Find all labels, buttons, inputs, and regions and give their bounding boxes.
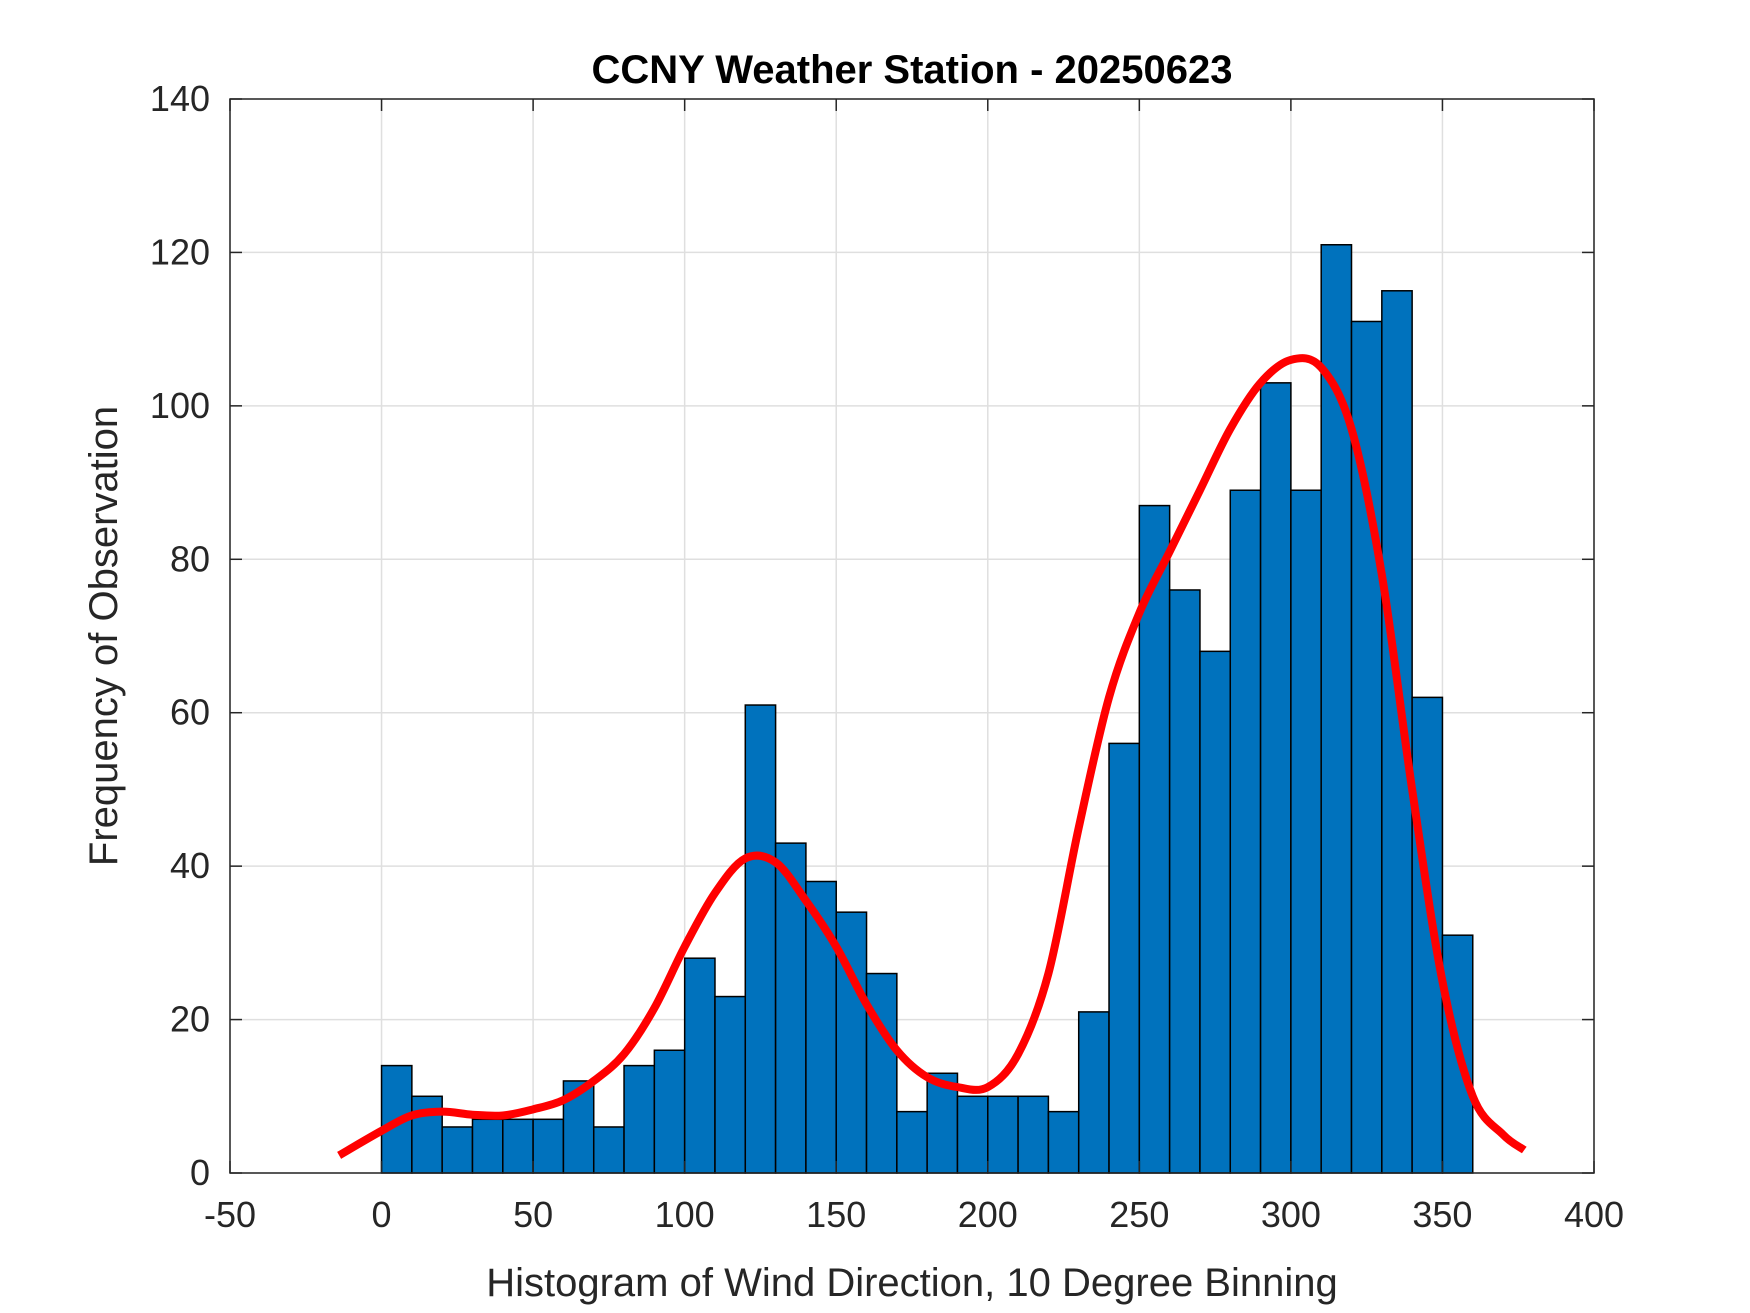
histogram-bar bbox=[1077, 1011, 1110, 1174]
y-tick-label: 120 bbox=[150, 231, 210, 272]
y-axis-label: Frequency of Observation bbox=[82, 406, 126, 866]
histogram-bar bbox=[471, 1118, 504, 1174]
y-tick-label: 140 bbox=[150, 78, 210, 119]
x-tick-label: 200 bbox=[958, 1194, 1018, 1235]
histogram-bar bbox=[441, 1126, 474, 1174]
histogram-bar bbox=[683, 957, 716, 1174]
histogram-bar bbox=[592, 1126, 625, 1174]
histogram-bar bbox=[1108, 742, 1141, 1174]
y-axis-ticks: 0 20 40 60 80 100 120 140 bbox=[150, 78, 210, 1193]
x-tick-label: -50 bbox=[204, 1194, 256, 1235]
plot-area-border bbox=[229, 98, 1595, 1174]
histogram-bar bbox=[623, 1064, 656, 1174]
histogram-bar bbox=[1168, 589, 1201, 1174]
axis-tick-marks bbox=[229, 98, 1595, 1174]
histogram-bar bbox=[956, 1095, 989, 1174]
bar-series bbox=[380, 244, 1474, 1174]
histogram-bar bbox=[987, 1095, 1019, 1174]
histogram-bar bbox=[1290, 489, 1322, 1174]
histogram-bar bbox=[653, 1049, 686, 1174]
y-tick-label: 20 bbox=[170, 999, 210, 1040]
x-tick-label: 300 bbox=[1261, 1194, 1321, 1235]
x-axis-label: Histogram of Wind Direction, 10 Degree B… bbox=[486, 1261, 1338, 1305]
x-tick-label: 250 bbox=[1109, 1194, 1169, 1235]
histogram-bar bbox=[532, 1118, 565, 1174]
histogram-bar bbox=[1138, 504, 1171, 1174]
histogram-bar bbox=[1229, 489, 1262, 1174]
x-tick-label: 150 bbox=[806, 1194, 866, 1235]
y-tick-label: 40 bbox=[170, 845, 210, 886]
x-axis-ticks: -50 0 50 100 150 200 250 300 350 400 bbox=[204, 1194, 1624, 1235]
histogram-bar bbox=[744, 704, 777, 1174]
density-fit-line bbox=[337, 354, 1527, 1159]
x-tick-label: 50 bbox=[513, 1194, 553, 1235]
x-tick-label: 350 bbox=[1412, 1194, 1472, 1235]
histogram-bar bbox=[1047, 1110, 1080, 1174]
y-tick-label: 80 bbox=[170, 538, 210, 579]
histogram-bar bbox=[1259, 382, 1292, 1174]
x-tick-label: 0 bbox=[372, 1194, 392, 1235]
histogram-bar bbox=[502, 1118, 534, 1174]
y-tick-label: 60 bbox=[170, 692, 210, 733]
histogram-bar bbox=[1199, 650, 1232, 1174]
x-tick-label: 100 bbox=[655, 1194, 715, 1235]
histogram-bar bbox=[865, 972, 898, 1174]
histogram-bar bbox=[1017, 1095, 1050, 1174]
histogram-bar bbox=[896, 1110, 928, 1174]
y-tick-label: 0 bbox=[190, 1152, 210, 1193]
histogram-bar bbox=[714, 995, 747, 1174]
y-tick-label: 100 bbox=[150, 385, 210, 426]
chart-title: CCNY Weather Station - 20250623 bbox=[592, 48, 1233, 92]
x-tick-label: 400 bbox=[1564, 1194, 1624, 1235]
